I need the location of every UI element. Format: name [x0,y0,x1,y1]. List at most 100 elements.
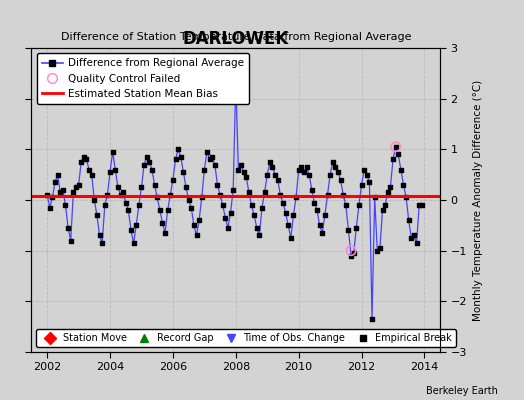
Point [391,144,400,150]
Point [381,202,389,208]
Point [80,154,88,160]
Point [198,194,206,201]
Point [405,217,413,224]
Point [418,202,426,208]
Point [342,202,350,208]
Point [363,172,371,178]
Text: Difference of Station Temperature Data from Regional Average: Difference of Station Temperature Data f… [61,32,411,42]
Point [95,232,104,239]
Point [158,220,167,226]
Point [415,202,423,208]
Point [276,192,285,198]
Point [184,197,193,203]
Point [77,159,85,165]
Point [85,166,93,173]
Point [108,149,117,155]
Point [284,222,292,228]
Point [376,245,384,251]
Point [93,212,101,218]
Point [313,207,321,213]
Point [384,189,392,196]
Point [331,164,340,170]
Point [242,174,250,180]
Point [360,166,368,173]
Point [305,172,313,178]
Point [103,192,112,198]
Point [111,166,119,173]
Point [145,159,154,165]
Point [344,227,353,234]
Point [321,212,329,218]
Point [82,156,91,163]
Point [200,166,209,173]
Point [192,232,201,239]
Point [391,144,400,150]
Point [365,179,374,186]
Legend: Station Move, Record Gap, Time of Obs. Change, Empirical Break: Station Move, Record Gap, Time of Obs. C… [36,329,456,347]
Point [386,184,395,190]
Point [394,151,402,158]
Point [232,78,240,84]
Point [271,172,279,178]
Point [397,166,405,173]
Point [140,161,148,168]
Point [208,154,216,160]
Point [177,154,185,160]
Point [190,222,198,228]
Point [274,176,282,183]
Point [106,169,114,175]
Point [297,164,305,170]
Point [260,189,269,196]
Point [339,192,347,198]
Point [53,172,62,178]
Point [237,161,245,168]
Title: DARLOWEK: DARLOWEK [183,30,289,48]
Text: Berkeley Earth: Berkeley Earth [426,386,498,396]
Point [255,232,264,239]
Point [410,232,418,239]
Point [294,166,303,173]
Point [253,225,261,231]
Point [224,225,232,231]
Point [412,240,421,246]
Point [347,252,355,259]
Point [129,240,138,246]
Point [90,197,99,203]
Point [357,182,366,188]
Point [221,214,230,221]
Point [402,194,410,201]
Point [205,156,214,163]
Point [300,169,308,175]
Point [135,202,143,208]
Point [64,225,72,231]
Point [247,202,256,208]
Point [127,227,135,234]
Point [216,192,224,198]
Point [46,204,54,211]
Point [163,207,172,213]
Point [156,207,164,213]
Point [310,199,319,206]
Point [213,182,222,188]
Point [101,202,109,208]
Point [370,194,379,201]
Point [289,212,298,218]
Point [347,248,355,254]
Point [219,202,227,208]
Point [352,225,361,231]
Y-axis label: Monthly Temperature Anomaly Difference (°C): Monthly Temperature Anomaly Difference (… [473,79,483,321]
Point [326,172,334,178]
Point [323,192,332,198]
Point [263,172,271,178]
Point [287,235,295,241]
Point [182,184,190,190]
Point [239,169,248,175]
Point [43,192,51,198]
Point [407,235,416,241]
Point [69,189,78,196]
Point [153,194,161,201]
Point [258,204,266,211]
Point [281,210,290,216]
Point [334,169,342,175]
Point [137,184,146,190]
